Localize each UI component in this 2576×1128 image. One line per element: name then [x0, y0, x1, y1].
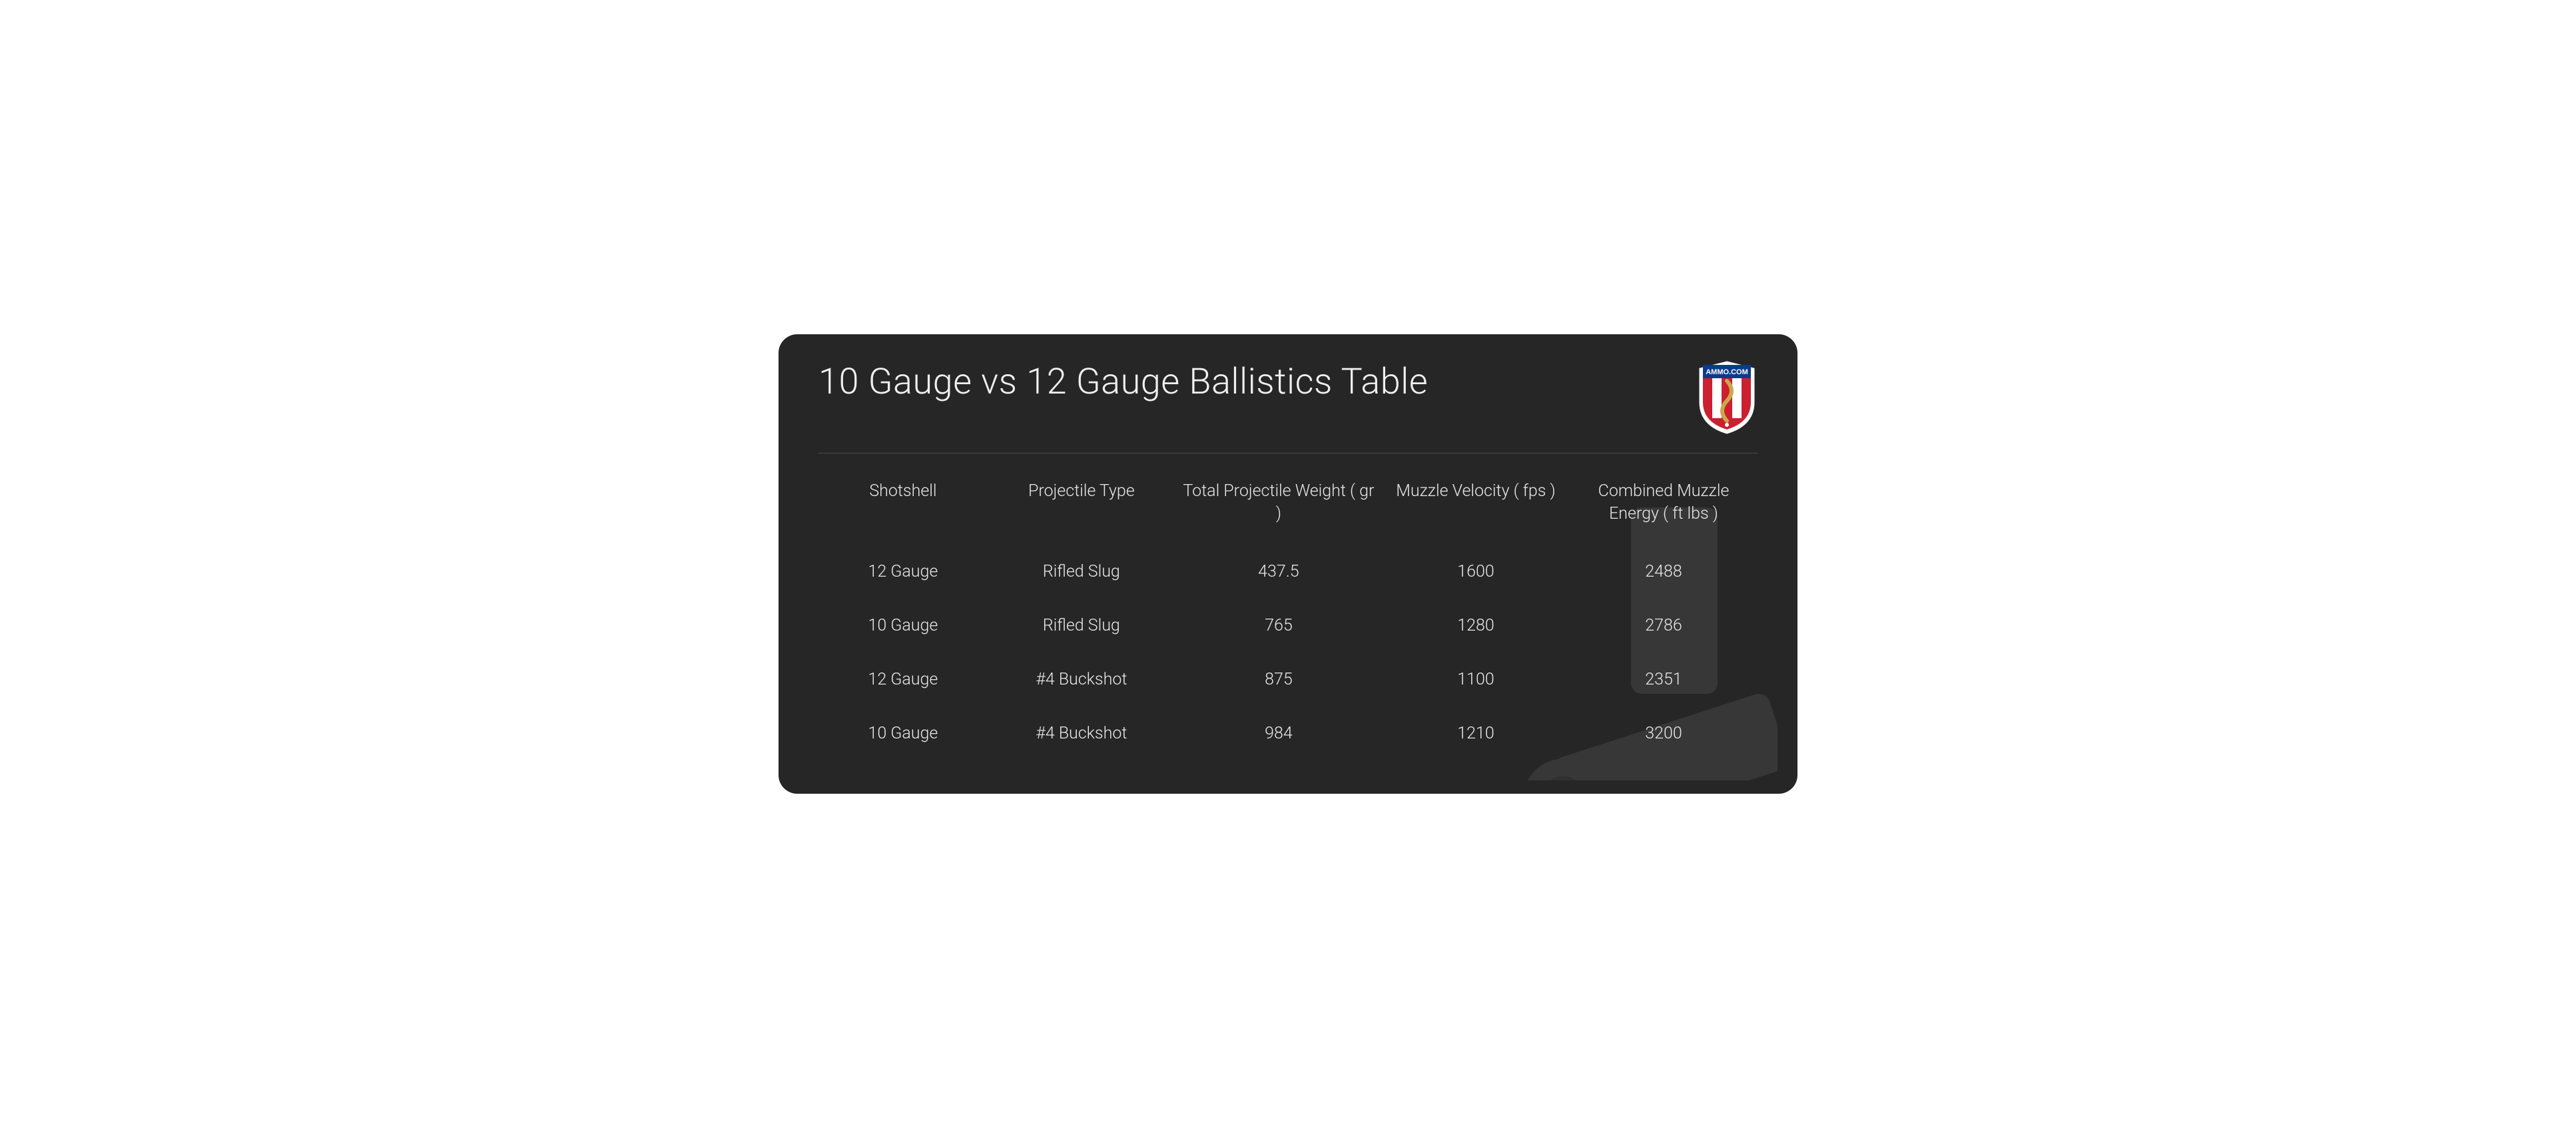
cell-projectile-type: #4 Buckshot — [988, 653, 1175, 706]
cell-projectile-type: Rifled Slug — [988, 545, 1175, 599]
cell-muzzle-velocity: 1600 — [1382, 545, 1570, 599]
cell-muzzle-energy: 2351 — [1570, 653, 1758, 706]
cell-muzzle-energy: 2786 — [1570, 599, 1758, 653]
cell-projectile-type: #4 Buckshot — [988, 706, 1175, 760]
column-header-projectile-type: Projectile Type — [988, 473, 1175, 545]
table-row: 10 Gauge Rifled Slug 765 1280 2786 — [818, 599, 1758, 653]
cell-projectile-type: Rifled Slug — [988, 599, 1175, 653]
cell-shotshell: 10 Gauge — [818, 706, 988, 760]
table-header: Shotshell Projectile Type Total Projecti… — [818, 473, 1758, 545]
header-row: 10 Gauge vs 12 Gauge Ballistics Table AM… — [818, 361, 1758, 434]
column-header-shotshell: Shotshell — [818, 473, 988, 545]
cell-muzzle-velocity: 1280 — [1382, 599, 1570, 653]
cell-muzzle-energy: 2488 — [1570, 545, 1758, 599]
logo-banner-text: AMMO.COM — [1706, 368, 1748, 376]
cell-shotshell: 12 Gauge — [818, 653, 988, 706]
column-header-muzzle-energy: Combined Muzzle Energy ( ft lbs ) — [1570, 473, 1758, 545]
table-body: 12 Gauge Rifled Slug 437.5 1600 2488 10 … — [818, 545, 1758, 760]
table-row: 12 Gauge Rifled Slug 437.5 1600 2488 — [818, 545, 1758, 599]
ballistics-card: 10 Gauge vs 12 Gauge Ballistics Table AM… — [779, 334, 1797, 794]
cell-muzzle-velocity: 1210 — [1382, 706, 1570, 760]
ballistics-table: Shotshell Projectile Type Total Projecti… — [818, 473, 1758, 761]
cell-projectile-weight: 984 — [1175, 706, 1382, 760]
cell-muzzle-energy: 3200 — [1570, 706, 1758, 760]
column-header-projectile-weight: Total Projectile Weight ( gr ) — [1175, 473, 1382, 545]
cell-shotshell: 12 Gauge — [818, 545, 988, 599]
cell-projectile-weight: 437.5 — [1175, 545, 1382, 599]
cell-muzzle-velocity: 1100 — [1382, 653, 1570, 706]
table-row: 10 Gauge #4 Buckshot 984 1210 3200 — [818, 706, 1758, 760]
cell-projectile-weight: 875 — [1175, 653, 1382, 706]
cell-shotshell: 10 Gauge — [818, 599, 988, 653]
ammo-com-logo: AMMO.COM — [1696, 361, 1758, 434]
column-header-muzzle-velocity: Muzzle Velocity ( fps ) — [1382, 473, 1570, 545]
table-header-row: Shotshell Projectile Type Total Projecti… — [818, 473, 1758, 545]
table-row: 12 Gauge #4 Buckshot 875 1100 2351 — [818, 653, 1758, 706]
page-title: 10 Gauge vs 12 Gauge Ballistics Table — [818, 361, 1428, 403]
cell-projectile-weight: 765 — [1175, 599, 1382, 653]
